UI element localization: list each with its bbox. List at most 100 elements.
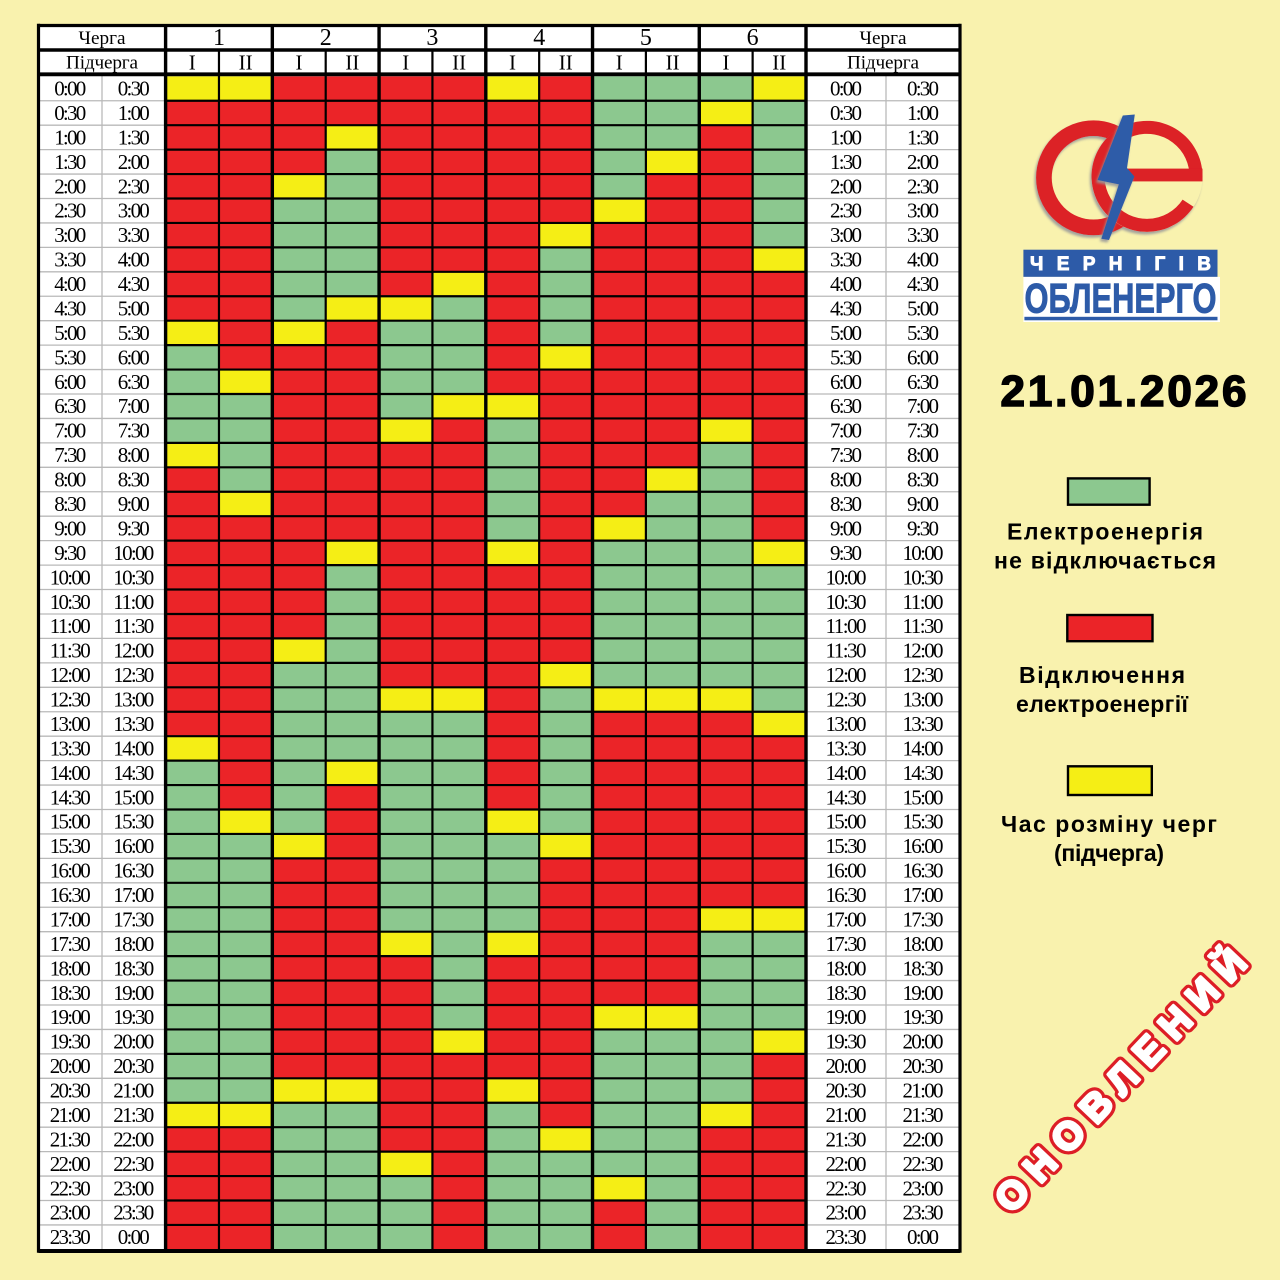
- svg-text:II: II: [345, 51, 359, 75]
- svg-text:5:00: 5:00: [830, 321, 862, 345]
- svg-text:2:30: 2:30: [830, 199, 862, 223]
- svg-text:23:00: 23:00: [50, 1201, 91, 1225]
- svg-text:3:30: 3:30: [907, 223, 939, 247]
- svg-text:23:30: 23:30: [113, 1201, 154, 1225]
- svg-text:0:30: 0:30: [830, 101, 862, 125]
- svg-text:0:00: 0:00: [54, 77, 86, 101]
- svg-text:1:00: 1:00: [907, 101, 939, 125]
- svg-text:I: I: [616, 51, 623, 75]
- svg-text:8:00: 8:00: [830, 468, 862, 492]
- svg-text:19:00: 19:00: [50, 1005, 91, 1029]
- svg-text:20:00: 20:00: [903, 1030, 944, 1054]
- svg-text:12:30: 12:30: [113, 663, 154, 687]
- svg-text:4: 4: [533, 25, 545, 51]
- svg-text:4:30: 4:30: [54, 297, 86, 321]
- svg-text:Час розміну черг: Час розміну черг: [1001, 811, 1217, 837]
- svg-text:23:00: 23:00: [826, 1201, 867, 1225]
- svg-text:12:00: 12:00: [50, 663, 91, 687]
- svg-text:6:00: 6:00: [830, 370, 862, 394]
- svg-text:22:30: 22:30: [50, 1176, 91, 1200]
- svg-text:Підчерга: Підчерга: [847, 52, 919, 73]
- svg-text:9:30: 9:30: [830, 541, 862, 565]
- svg-text:9:30: 9:30: [118, 516, 150, 540]
- svg-text:12:00: 12:00: [903, 639, 944, 663]
- svg-text:Черга: Черга: [79, 28, 126, 49]
- svg-text:8:00: 8:00: [118, 443, 150, 467]
- svg-text:17:30: 17:30: [903, 908, 944, 932]
- svg-text:1: 1: [213, 25, 225, 51]
- svg-text:7:30: 7:30: [54, 443, 86, 467]
- svg-text:18:00: 18:00: [50, 956, 91, 980]
- svg-text:2:30: 2:30: [907, 174, 939, 198]
- svg-text:6:30: 6:30: [830, 394, 862, 418]
- svg-text:14:30: 14:30: [50, 785, 91, 809]
- svg-text:7:30: 7:30: [118, 419, 150, 443]
- svg-text:3:00: 3:00: [118, 199, 150, 223]
- svg-text:7:00: 7:00: [118, 394, 150, 418]
- svg-text:21:30: 21:30: [826, 1127, 867, 1151]
- svg-text:19:00: 19:00: [903, 981, 944, 1005]
- svg-text:1:30: 1:30: [907, 125, 939, 149]
- svg-text:II: II: [452, 51, 466, 75]
- svg-text:Підчерга: Підчерга: [66, 52, 138, 73]
- svg-text:1:30: 1:30: [54, 150, 86, 174]
- svg-text:12:00: 12:00: [826, 663, 867, 687]
- svg-text:16:30: 16:30: [903, 859, 944, 883]
- svg-text:23:30: 23:30: [50, 1225, 91, 1249]
- svg-text:I: I: [723, 51, 730, 75]
- svg-text:12:30: 12:30: [903, 663, 944, 687]
- svg-text:10:30: 10:30: [50, 590, 91, 614]
- svg-text:0:30: 0:30: [118, 77, 150, 101]
- svg-text:7:00: 7:00: [54, 419, 86, 443]
- svg-text:Електроенергія: Електроенергія: [1007, 518, 1203, 544]
- svg-text:ЧЕРНІГІВ: ЧЕРНІГІВ: [1030, 254, 1211, 275]
- svg-text:4:30: 4:30: [830, 297, 862, 321]
- svg-text:2:00: 2:00: [830, 174, 862, 198]
- svg-text:22:30: 22:30: [113, 1152, 154, 1176]
- svg-text:22:30: 22:30: [826, 1176, 867, 1200]
- svg-text:12:30: 12:30: [50, 688, 91, 712]
- svg-text:21:00: 21:00: [826, 1103, 867, 1127]
- svg-text:20:30: 20:30: [50, 1079, 91, 1103]
- svg-text:II: II: [559, 51, 573, 75]
- svg-text:11:00: 11:00: [826, 614, 867, 638]
- svg-text:10:00: 10:00: [50, 565, 91, 589]
- svg-text:15:30: 15:30: [113, 810, 154, 834]
- svg-text:4:00: 4:00: [830, 272, 862, 296]
- svg-text:2:00: 2:00: [118, 150, 150, 174]
- svg-text:6:00: 6:00: [54, 370, 86, 394]
- svg-text:6:00: 6:00: [118, 345, 150, 369]
- svg-text:8:00: 8:00: [54, 468, 86, 492]
- svg-text:6:00: 6:00: [907, 345, 939, 369]
- svg-text:0:30: 0:30: [907, 77, 939, 101]
- svg-text:13:30: 13:30: [826, 736, 867, 760]
- svg-text:11:00: 11:00: [113, 590, 154, 614]
- svg-text:10:30: 10:30: [113, 565, 154, 589]
- svg-text:23:30: 23:30: [826, 1225, 867, 1249]
- svg-text:17:30: 17:30: [50, 932, 91, 956]
- svg-text:21:30: 21:30: [113, 1103, 154, 1127]
- svg-text:11:00: 11:00: [903, 590, 944, 614]
- svg-text:5:00: 5:00: [907, 297, 939, 321]
- svg-text:23:00: 23:00: [113, 1176, 154, 1200]
- svg-text:11:00: 11:00: [50, 614, 91, 638]
- svg-text:18:00: 18:00: [826, 956, 867, 980]
- svg-text:16:30: 16:30: [826, 883, 867, 907]
- svg-text:18:30: 18:30: [50, 981, 91, 1005]
- svg-text:21:00: 21:00: [113, 1079, 154, 1103]
- svg-text:16:30: 16:30: [50, 883, 91, 907]
- svg-text:5:30: 5:30: [830, 345, 862, 369]
- svg-text:6: 6: [747, 25, 759, 51]
- svg-text:I: I: [296, 51, 303, 75]
- svg-text:13:00: 13:00: [903, 688, 944, 712]
- svg-text:15:00: 15:00: [113, 785, 154, 809]
- svg-text:23:30: 23:30: [903, 1201, 944, 1225]
- svg-text:електроенергії: електроенергії: [1016, 691, 1189, 717]
- svg-text:16:00: 16:00: [903, 834, 944, 858]
- svg-text:8:00: 8:00: [907, 443, 939, 467]
- svg-text:19:30: 19:30: [826, 1030, 867, 1054]
- svg-text:11:30: 11:30: [903, 614, 944, 638]
- svg-text:9:00: 9:00: [118, 492, 150, 516]
- svg-text:11:30: 11:30: [113, 614, 154, 638]
- svg-text:20:30: 20:30: [903, 1054, 944, 1078]
